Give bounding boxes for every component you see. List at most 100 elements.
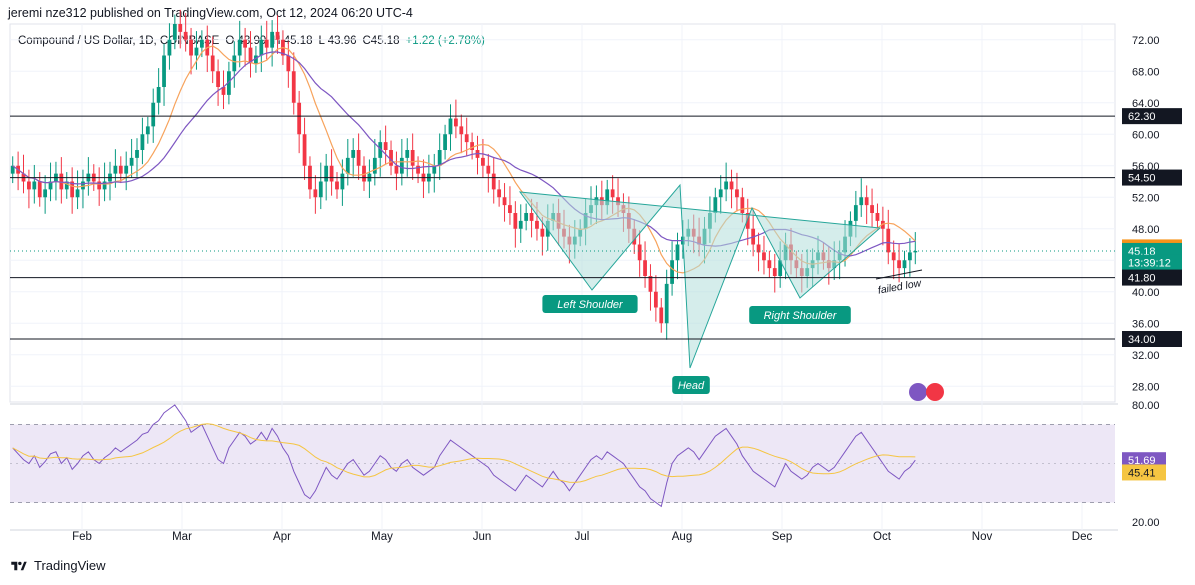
candle-body — [410, 150, 415, 166]
candle-body — [464, 134, 469, 143]
candle-body — [162, 55, 166, 87]
candle-body — [286, 55, 291, 72]
candle-body — [389, 150, 393, 166]
candle-body — [10, 165, 15, 174]
candle-body — [210, 55, 215, 72]
candle-body — [616, 197, 620, 206]
candle-body — [713, 197, 718, 213]
candle-body — [75, 189, 80, 198]
candle-body — [216, 71, 220, 87]
price-tick-label: 40.00 — [1132, 287, 1160, 299]
candle-body — [64, 181, 69, 190]
candle-body — [729, 181, 734, 190]
time-tick-label: Mar — [172, 531, 192, 543]
candle-body — [275, 31, 280, 40]
candle-body — [859, 197, 864, 206]
price-tick-label: 64.00 — [1132, 98, 1160, 110]
price-tick-label: 60.00 — [1132, 129, 1160, 141]
candle-body — [481, 157, 485, 166]
candle-body — [27, 181, 31, 190]
price-label-bg — [1122, 108, 1182, 125]
candle-body — [745, 213, 750, 229]
candle-body — [756, 244, 761, 253]
candle-body — [97, 181, 102, 190]
candle-body — [772, 268, 777, 276]
candle-body — [448, 118, 453, 135]
pattern-label: Right Shoulder — [764, 310, 838, 322]
legend-low: L 43.96 — [318, 35, 357, 47]
candle-body — [653, 291, 658, 308]
price-label: 62.30 — [1128, 111, 1156, 123]
candle-body — [145, 126, 150, 135]
pattern-label-bg — [542, 295, 638, 313]
price-label-bg — [1122, 254, 1182, 271]
candle-body — [32, 181, 37, 190]
candle-body — [70, 181, 75, 198]
price-pane-frame — [9, 23, 1116, 403]
candle-body — [199, 39, 204, 48]
price-label-bg — [1122, 269, 1182, 286]
rsi-label-bg — [1122, 452, 1166, 469]
candle-body — [902, 260, 907, 269]
candle-body — [908, 252, 912, 261]
candle-body — [643, 260, 647, 276]
candle-body — [167, 39, 172, 56]
candle-body — [870, 205, 874, 213]
candle-body — [886, 228, 891, 253]
candle-body — [329, 165, 334, 182]
candle-body — [172, 24, 177, 40]
candle-body — [113, 165, 118, 174]
candle-body — [454, 118, 458, 127]
legend-close: C45.18 — [362, 35, 400, 47]
tradingview-logo-icon — [11, 561, 27, 570]
candle-body — [221, 87, 226, 95]
candle-body — [513, 213, 518, 229]
candle-body — [540, 228, 545, 237]
candle-body — [259, 39, 264, 56]
price-tick-label: 32.00 — [1132, 350, 1160, 362]
candle-body — [497, 189, 502, 198]
candle-body — [313, 189, 318, 198]
footer-brand: TradingView — [34, 558, 106, 573]
failed-low-label: failed low — [877, 277, 924, 297]
time-tick-label: Feb — [72, 531, 92, 543]
rsi-label: 51.69 — [1128, 455, 1156, 467]
candle-body — [254, 55, 258, 64]
candle-body — [351, 150, 356, 158]
candle-body — [762, 252, 766, 261]
time-tick-label: Aug — [672, 531, 692, 543]
candle-body — [362, 165, 366, 182]
price-label: 54.50 — [1128, 173, 1156, 185]
price-tick-label: 36.00 — [1132, 318, 1160, 330]
candle-body — [880, 220, 885, 229]
candle-body — [232, 55, 237, 72]
candle-body — [270, 31, 275, 48]
candle-body — [383, 142, 388, 150]
candle-body — [529, 213, 534, 221]
candle-body — [372, 157, 377, 174]
candle-body — [129, 157, 134, 166]
candle-body — [864, 197, 869, 206]
candle-body — [605, 189, 610, 206]
candle-body — [356, 150, 361, 166]
flag-marker-icon — [926, 383, 944, 401]
candle-body — [443, 134, 447, 150]
candle-body — [183, 31, 188, 40]
price-tick-label: 48.00 — [1132, 224, 1160, 236]
candle-body — [399, 157, 404, 174]
candle-body — [59, 173, 64, 190]
candle-body — [124, 165, 129, 174]
legend-change: +1.22 (+2.78%) — [405, 35, 485, 47]
candle-body — [37, 181, 42, 198]
head-shoulders-pattern — [518, 183, 882, 369]
candle-body — [524, 213, 529, 221]
candle-body — [610, 189, 615, 198]
candle-body — [102, 181, 107, 190]
candle-body — [853, 205, 858, 221]
time-tick-label: Oct — [873, 531, 892, 543]
candle-body — [491, 173, 496, 190]
candle-body — [156, 87, 161, 103]
time-tick-label: Sep — [772, 531, 792, 543]
candle-body — [405, 150, 410, 158]
